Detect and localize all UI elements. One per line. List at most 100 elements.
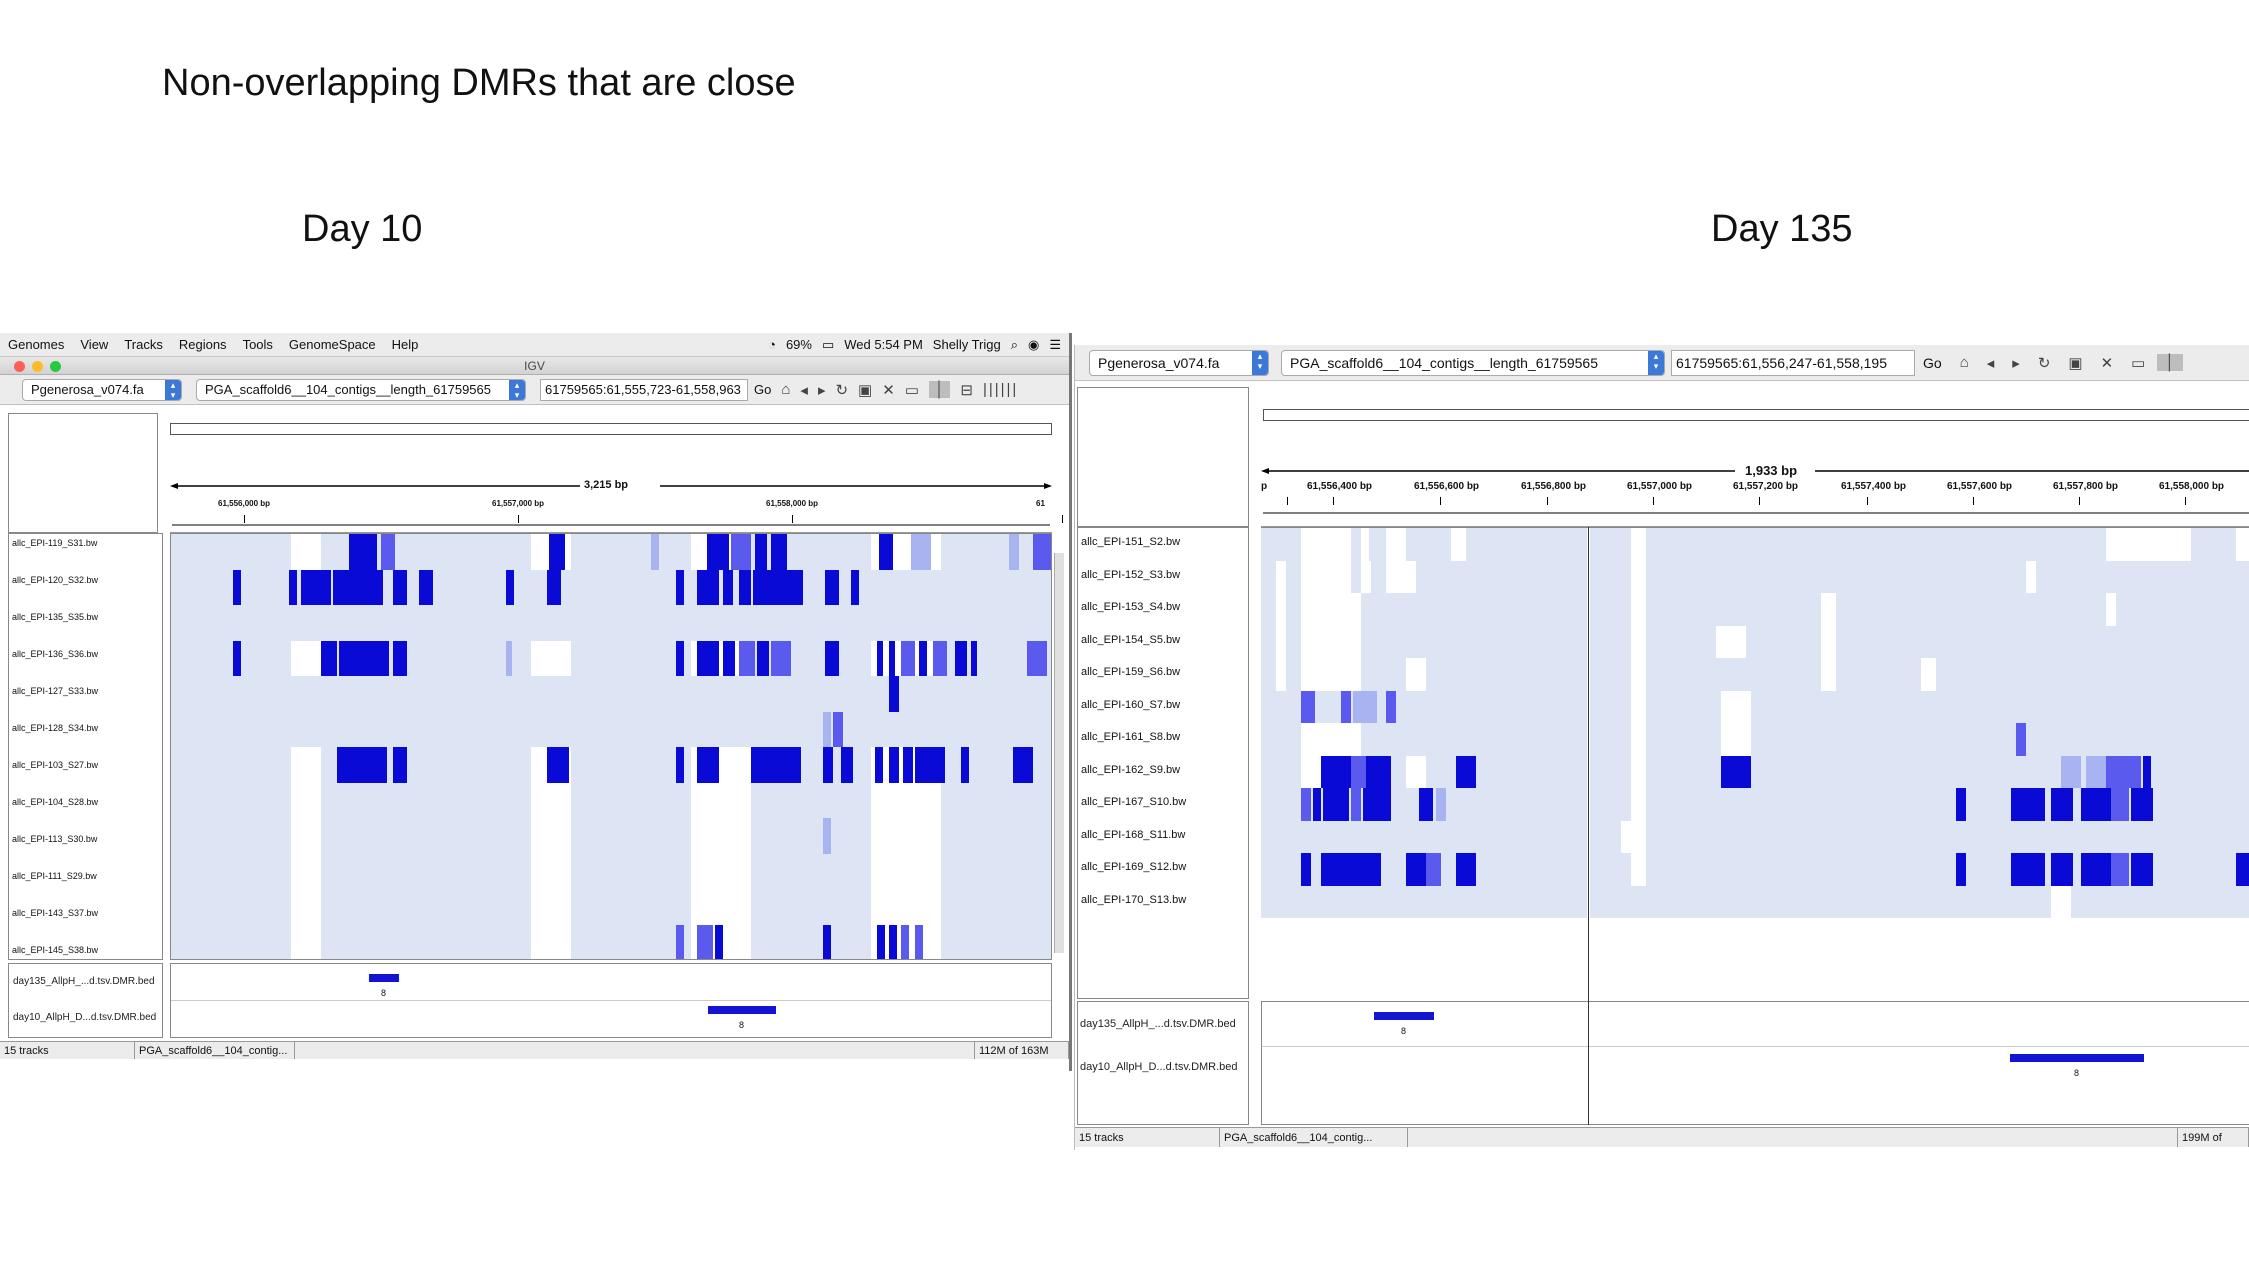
ruler-toggle-icon[interactable]: │ (929, 381, 951, 398)
notification-list-icon[interactable]: ☰ (1049, 336, 1061, 352)
back-arrow-icon[interactable]: ◂ (800, 381, 808, 399)
forward-arrow-icon[interactable]: ▸ (2012, 354, 2020, 372)
heat-cell (1351, 788, 1361, 821)
heat-cell (723, 640, 735, 676)
battery-percent: 69% (785, 337, 812, 352)
heat-cell (2111, 853, 2129, 886)
dmr-feature[interactable] (1374, 1012, 1434, 1020)
dmr-score-label: 8 (739, 1020, 745, 1030)
status-message (1408, 1128, 2178, 1147)
heat-cell (1456, 853, 1476, 886)
battery-icon[interactable]: ▭ (821, 336, 835, 352)
genome-select[interactable]: Pgenerosa_v074.fa ▴ ▾ (22, 378, 182, 401)
bed-track-name-day10[interactable]: day10_AllpH_D...d.tsv.DMR.bed (13, 1012, 157, 1023)
bed-track-name-day135[interactable]: day135_AllpH_...d.tsv.DMR.bed (1080, 1018, 1236, 1030)
home-icon[interactable]: ⌂ (1959, 354, 1969, 371)
wifi-icon[interactable]: ◔ (768, 337, 776, 352)
memory-usage: 199M of (2178, 1128, 2249, 1147)
heat-cell (291, 924, 321, 959)
genome-select[interactable]: Pgenerosa_v074.fa ▴ ▾ (1089, 349, 1269, 376)
track-name: allc_EPI-103_S27.bw (12, 760, 99, 770)
heat-cell (2086, 755, 2106, 788)
region-of-interest-icon[interactable]: ▣ (2068, 354, 2083, 372)
menu-genomespace[interactable]: GenomeSpace (288, 337, 376, 352)
user-name[interactable]: Shelly Trigg (932, 337, 1001, 352)
bed-track-name-day135[interactable]: day135_AllpH_...d.tsv.DMR.bed (13, 976, 155, 987)
bed-track-name-day10[interactable]: day10_AllpH_D...d.tsv.DMR.bed (1080, 1061, 1238, 1073)
igv-window-day135: Pgenerosa_v074.fa ▴ ▾ PGA_scaffold6__104_… (1074, 345, 2249, 1150)
popup-info-icon[interactable]: ▭ (2131, 354, 2146, 372)
go-button[interactable]: Go (1923, 354, 1942, 371)
region-of-interest-icon[interactable]: ▣ (858, 381, 873, 399)
menu-genomes[interactable]: Genomes (8, 337, 65, 352)
popup-info-icon[interactable]: ▭ (904, 381, 919, 399)
heat-cell (961, 747, 969, 783)
heat-cell (841, 747, 853, 783)
resize-to-window-icon[interactable]: ✕ (2100, 354, 2114, 372)
heat-cell (393, 640, 407, 676)
chromosome-select[interactable]: PGA_scaffold6__104_contigs__length_61759… (1281, 349, 1665, 376)
vertical-scrollbar[interactable] (1054, 553, 1064, 953)
heat-cell (715, 924, 723, 959)
refresh-icon[interactable]: ↻ (835, 381, 849, 399)
back-arrow-icon[interactable]: ◂ (1986, 354, 1995, 372)
chromosome-ideogram[interactable] (1263, 409, 2249, 421)
minimize-window-icon[interactable] (32, 361, 43, 372)
track-name: allc_EPI-169_S12.bw (1081, 861, 1187, 873)
menu-tracks[interactable]: Tracks (124, 337, 163, 352)
heat-cell (676, 640, 684, 676)
methylation-heatmap[interactable] (1261, 527, 2249, 999)
heat-cell (889, 640, 895, 676)
zoom-window-icon[interactable] (50, 361, 61, 372)
mac-menubar: Genomes View Tracks Regions Tools Genome… (0, 333, 1069, 357)
methylation-heatmap[interactable] (170, 533, 1052, 960)
menu-help[interactable]: Help (391, 337, 419, 352)
heat-cell (691, 818, 751, 854)
track-name-panel: allc_EPI-119_S31.bw allc_EPI-120_S32.bw al… (8, 533, 163, 960)
heat-cell (871, 889, 941, 925)
track-count: 15 tracks (1075, 1128, 1220, 1147)
ruler-svg (1261, 468, 2249, 514)
heat-cell (833, 711, 843, 747)
heat-cell (871, 853, 941, 889)
heat-cell (676, 569, 684, 605)
menu-view[interactable]: View (80, 337, 109, 352)
tick-label: 61,556,600 bp (1414, 481, 1480, 492)
heat-cell (547, 747, 569, 783)
siri-icon[interactable]: ◉ (1028, 336, 1040, 352)
ruler-toggle-icon[interactable]: │ (2157, 354, 2183, 371)
menu-regions[interactable]: Regions (178, 337, 227, 352)
tick-mark (2079, 497, 2080, 505)
spotlight-search-icon[interactable]: ⌕ (1010, 336, 1018, 352)
track-name: allc_EPI-111_S29.bw (12, 871, 97, 881)
chromosome-ideogram[interactable] (170, 423, 1052, 435)
locus-input[interactable]: 61759565:61,555,723-61,558,963 (540, 378, 748, 401)
chevron-updown-icon: ▴ ▾ (1252, 350, 1268, 375)
heat-cell (825, 569, 839, 605)
heat-cell (1363, 788, 1391, 821)
tick-mark (1440, 497, 1441, 505)
tick-label: 61,556,400 bp (1307, 481, 1373, 492)
clock[interactable]: Wed 5:54 PM (844, 337, 923, 352)
dmr-feature[interactable] (369, 974, 399, 982)
dmr-score-label: 8 (2074, 1068, 2080, 1078)
dmr-feature[interactable] (2010, 1054, 2144, 1062)
locus-input[interactable]: 61759565:61,556,247-61,558,195 (1671, 349, 1915, 376)
refresh-icon[interactable]: ↻ (2037, 354, 2051, 372)
heat-cell (1365, 690, 1377, 723)
chromosome-select[interactable]: PGA_scaffold6__104_contigs__length_61759… (196, 378, 526, 401)
dmr-feature[interactable] (708, 1006, 776, 1014)
home-icon[interactable]: ⌂ (781, 381, 791, 398)
go-button[interactable]: Go (754, 382, 772, 397)
forward-arrow-icon[interactable]: ▸ (817, 381, 826, 399)
zoom-slider[interactable]: |||||| (982, 381, 1019, 398)
heat-cell (2011, 853, 2045, 886)
menu-tools[interactable]: Tools (242, 337, 273, 352)
heat-cell (1821, 658, 1836, 691)
zoom-out-icon[interactable]: ⊟ (960, 381, 973, 399)
resize-to-window-icon[interactable]: ✕ (882, 381, 895, 399)
close-window-icon[interactable] (14, 361, 25, 372)
heat-cell (676, 747, 684, 783)
